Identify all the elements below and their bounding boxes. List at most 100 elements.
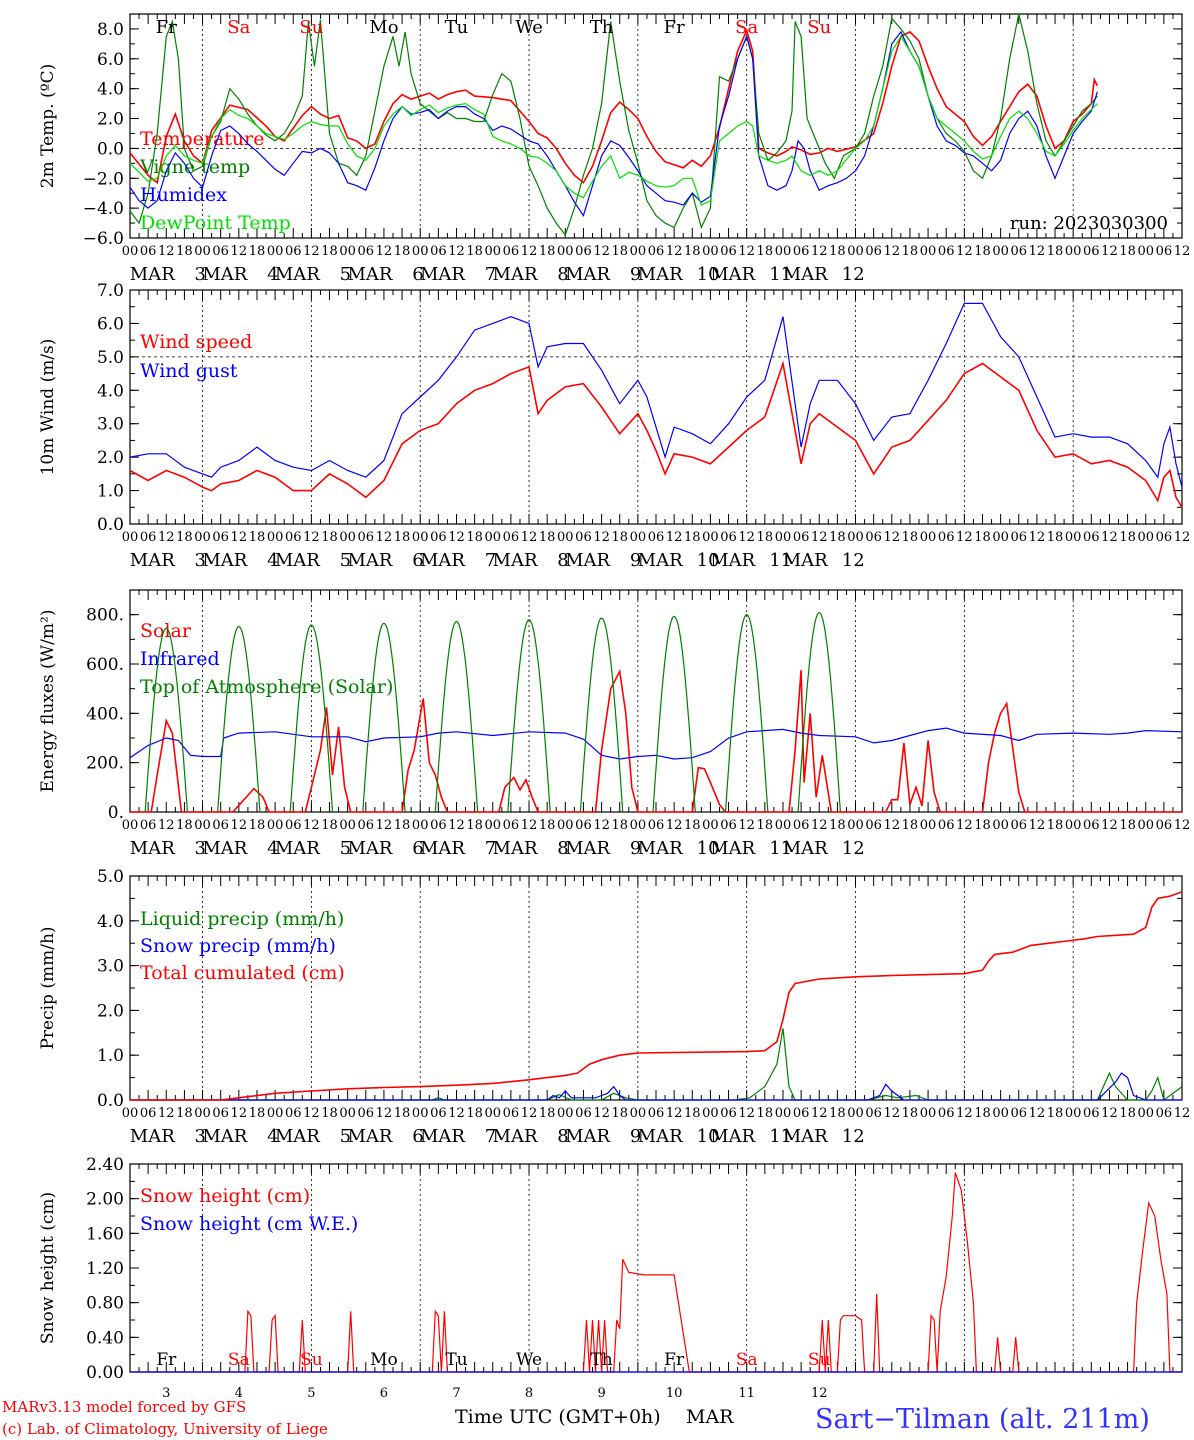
x-month-label: MAR xyxy=(420,1126,465,1147)
x-hour-label: 12 xyxy=(1174,244,1191,259)
x-hour-label: 18 xyxy=(394,1106,411,1121)
weekday-label: Tu xyxy=(445,1350,467,1370)
x-hour-label: 06 xyxy=(793,244,810,259)
x-hour-label: 00 xyxy=(194,818,211,833)
y-tick-label: −2.0 xyxy=(83,169,124,189)
x-hour-label: 12 xyxy=(1029,1106,1046,1121)
chart-panel-temp: −6.0 −4.0 −2.0 0.0 2.0 4.0 6.0 8.0 2m Temp. (ºC)… xyxy=(38,13,1191,285)
x-hour-label: 12 xyxy=(884,244,901,259)
x-month-label: MAR xyxy=(275,550,320,571)
x-hour-label: 06 xyxy=(212,1106,229,1121)
x-hour-label: 12 xyxy=(1101,1106,1118,1121)
x-day-label: 9 xyxy=(597,1386,605,1401)
x-month-label: MAR xyxy=(710,1126,755,1147)
series-line-1 xyxy=(129,13,1098,237)
series-line-1 xyxy=(129,727,1183,760)
x-hour-label: 12 xyxy=(1029,244,1046,259)
x-axis-month: MAR xyxy=(686,1406,734,1428)
plot-frame xyxy=(129,589,1183,813)
x-day-label: 6 xyxy=(412,1126,423,1147)
x-month-label: MAR xyxy=(638,1126,683,1147)
x-hour-label: 18 xyxy=(684,818,701,833)
x-hour-label: 18 xyxy=(249,1106,266,1121)
x-day-label: 6 xyxy=(380,1386,388,1401)
x-day-label: 3 xyxy=(195,1126,206,1147)
x-hour-label: 00 xyxy=(702,818,719,833)
x-hour-label: 18 xyxy=(1119,1106,1136,1121)
x-hour-label: 12 xyxy=(593,530,610,545)
x-hour-label: 00 xyxy=(339,1106,356,1121)
x-hour-label: 06 xyxy=(1010,244,1027,259)
x-month-label: MAR xyxy=(275,264,320,285)
x-hour-label: 12 xyxy=(158,530,175,545)
x-month-label: MAR xyxy=(202,550,247,571)
x-day-label: 12 xyxy=(842,1126,865,1147)
x-day-label: 11 xyxy=(769,838,792,859)
x-hour-label: 06 xyxy=(575,1106,592,1121)
x-hour-label: 00 xyxy=(122,1106,139,1121)
y-tick-label: 4.0 xyxy=(97,80,124,100)
x-hour-label: 12 xyxy=(1101,818,1118,833)
x-day-label: 5 xyxy=(340,1126,351,1147)
y-tick-label: 5.0 xyxy=(97,348,124,368)
x-hour-label: 00 xyxy=(484,1106,501,1121)
series-line-3 xyxy=(129,35,1098,206)
x-hour-label: 12 xyxy=(738,244,755,259)
x-month-label: MAR xyxy=(783,550,828,571)
x-hour-label: 18 xyxy=(539,530,556,545)
x-month-label: MAR xyxy=(783,264,828,285)
x-month-label: MAR xyxy=(493,838,538,859)
x-day-label: 5 xyxy=(307,1386,315,1401)
x-day-label: 4 xyxy=(267,838,278,859)
x-day-label: 10 xyxy=(697,550,720,571)
x-hour-label: 12 xyxy=(666,818,683,833)
x-day-label: 3 xyxy=(195,550,206,571)
x-month-label: MAR xyxy=(202,838,247,859)
x-hour-label: 06 xyxy=(1083,244,1100,259)
x-hour-label: 12 xyxy=(448,530,465,545)
model-credit: MARv3.13 model forced by GFS xyxy=(2,1398,246,1416)
y-tick-label: 4.0 xyxy=(97,381,124,401)
x-month-label: MAR xyxy=(347,264,392,285)
x-hour-label: 18 xyxy=(829,1106,846,1121)
x-hour-label: 18 xyxy=(829,244,846,259)
x-hour-label: 06 xyxy=(575,530,592,545)
x-month-label: MAR xyxy=(638,264,683,285)
x-hour-label: 12 xyxy=(884,530,901,545)
y-axis-label: Precip (mm/h) xyxy=(38,926,58,1049)
y-tick-label: 1.20 xyxy=(86,1259,124,1279)
weekday-label: Sa xyxy=(736,1350,758,1370)
x-hour-label: 12 xyxy=(158,818,175,833)
x-hour-label: 12 xyxy=(811,1106,828,1121)
x-hour-label: 00 xyxy=(775,818,792,833)
x-month-label: MAR xyxy=(710,550,755,571)
x-hour-label: 18 xyxy=(466,818,483,833)
x-day-label: 6 xyxy=(412,264,423,285)
x-day-label: 6 xyxy=(412,550,423,571)
x-hour-label: 18 xyxy=(1119,244,1136,259)
x-day-label: 8 xyxy=(557,264,568,285)
weekday-label: Mo xyxy=(369,17,398,38)
x-hour-label: 18 xyxy=(829,818,846,833)
weekday-label: Th xyxy=(590,1350,612,1370)
x-hour-label: 18 xyxy=(684,1106,701,1121)
x-month-label: MAR xyxy=(347,550,392,571)
x-hour-label: 18 xyxy=(176,244,193,259)
y-tick-label: 0.40 xyxy=(86,1328,124,1348)
x-month-label: MAR xyxy=(783,1126,828,1147)
x-hour-label: 06 xyxy=(212,818,229,833)
lab-credit: (c) Lab. of Climatology, University of L… xyxy=(2,1420,328,1438)
weekday-label: Mo xyxy=(370,1350,398,1370)
x-hour-label: 00 xyxy=(557,244,574,259)
x-month-label: MAR xyxy=(130,264,175,285)
series-line-1 xyxy=(129,302,1183,488)
x-hour-label: 00 xyxy=(267,244,284,259)
x-hour-label: 12 xyxy=(666,244,683,259)
x-hour-label: 12 xyxy=(1101,530,1118,545)
x-hour-label: 12 xyxy=(303,530,320,545)
x-hour-label: 06 xyxy=(793,818,810,833)
x-hour-label: 00 xyxy=(1137,818,1154,833)
x-hour-label: 06 xyxy=(938,818,955,833)
x-hour-label: 06 xyxy=(648,530,665,545)
x-hour-label: 12 xyxy=(593,818,610,833)
